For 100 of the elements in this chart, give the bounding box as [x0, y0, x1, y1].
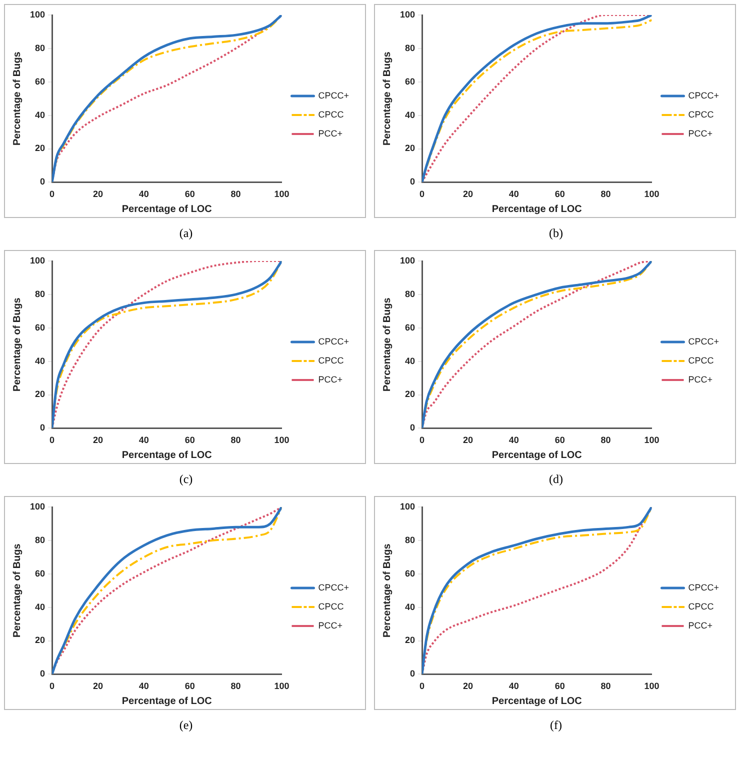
y-tick-label: 80: [35, 42, 46, 53]
x-tick-label: 40: [138, 189, 149, 200]
line-series: [52, 507, 282, 674]
y-tick-label: 40: [35, 356, 46, 366]
y-tick-label: 40: [405, 110, 416, 120]
y-tick-label: 80: [35, 288, 46, 299]
y-axis-title: Percentage of Bugs: [12, 543, 23, 638]
y-tick-label: 0: [40, 422, 46, 433]
x-axis-title: Percentage of LOC: [492, 450, 582, 461]
y-tick-label: 40: [35, 110, 46, 120]
y-tick-label: 60: [405, 568, 416, 578]
y-tick-label: 60: [405, 322, 416, 332]
legend-label: CPCC: [318, 355, 344, 366]
y-axis-title: Percentage of Bugs: [382, 51, 393, 146]
legend-label: CPCC: [318, 601, 344, 612]
y-tick-label: 80: [35, 534, 46, 545]
x-tick-label: 60: [554, 189, 565, 200]
y-tick-label: 40: [405, 356, 416, 366]
x-tick-label: 40: [508, 681, 519, 692]
legend-label: CPCC+: [688, 336, 720, 346]
y-tick-label: 20: [35, 143, 46, 154]
y-tick-label: 60: [35, 76, 46, 86]
y-tick-label: 20: [405, 635, 416, 646]
text: (e): [178, 717, 194, 734]
text: (d): [548, 471, 564, 488]
x-tick-label: 0: [420, 681, 425, 692]
x-tick-label: 80: [600, 435, 611, 446]
legend-label: PCC+: [318, 128, 343, 138]
text: (c): [178, 471, 194, 488]
legend-label: CPCC+: [318, 582, 350, 592]
y-tick-label: 60: [35, 322, 46, 332]
y-tick-label: 100: [400, 501, 416, 512]
x-tick-label: 40: [138, 681, 149, 692]
line-series: [52, 261, 282, 428]
text: (b): [548, 225, 564, 242]
x-tick-label: 80: [600, 681, 611, 692]
x-tick-label: 0: [50, 681, 55, 692]
x-tick-label: 20: [462, 189, 473, 200]
y-tick-label: 20: [405, 143, 416, 154]
y-tick-label: 60: [405, 76, 416, 86]
x-tick-label: 100: [274, 681, 290, 692]
legend-label: PCC+: [318, 620, 343, 630]
x-tick-label: 100: [274, 435, 290, 446]
x-tick-label: 0: [420, 189, 425, 200]
legend-label: CPCC+: [688, 90, 720, 100]
y-tick-label: 0: [410, 668, 416, 679]
y-tick-label: 0: [40, 668, 46, 679]
y-axis-title: Percentage of Bugs: [12, 297, 23, 392]
y-tick-label: 100: [30, 9, 46, 20]
x-tick-label: 60: [184, 435, 195, 446]
legend-label: PCC+: [688, 128, 713, 138]
y-tick-label: 100: [30, 501, 46, 512]
text: (a): [178, 225, 194, 242]
x-axis-title: Percentage of LOC: [122, 696, 212, 707]
legend-label: PCC+: [318, 374, 343, 384]
y-tick-label: 100: [400, 255, 416, 266]
legend-label: CPCC: [688, 355, 714, 366]
x-tick-label: 100: [644, 189, 660, 200]
x-tick-label: 0: [50, 435, 55, 446]
x-tick-label: 0: [50, 189, 55, 200]
x-tick-label: 60: [184, 681, 195, 692]
y-tick-label: 100: [30, 255, 46, 266]
y-tick-label: 0: [410, 176, 416, 187]
legend-label: CPCC+: [318, 90, 350, 100]
x-tick-label: 80: [230, 681, 241, 692]
line-series: [52, 15, 282, 182]
y-tick-label: 20: [35, 389, 46, 400]
x-tick-label: 20: [92, 681, 103, 692]
y-axis-title: Percentage of Bugs: [12, 51, 23, 146]
x-tick-label: 40: [138, 435, 149, 446]
x-tick-label: 20: [462, 435, 473, 446]
y-tick-label: 100: [400, 9, 416, 20]
y-axis-title: Percentage of Bugs: [382, 543, 393, 638]
line-series: [422, 507, 652, 674]
x-tick-label: 60: [184, 189, 195, 200]
legend-label: PCC+: [688, 374, 713, 384]
legend-label: CPCC+: [318, 336, 350, 346]
x-tick-label: 100: [644, 681, 660, 692]
x-tick-label: 80: [600, 189, 611, 200]
line-series: [422, 261, 652, 428]
y-tick-label: 20: [405, 389, 416, 400]
y-tick-label: 60: [35, 568, 46, 578]
y-tick-label: 0: [410, 422, 416, 433]
x-axis-title: Percentage of LOC: [122, 450, 212, 461]
y-axis-title: Percentage of Bugs: [382, 297, 393, 392]
legend-label: CPCC+: [688, 582, 720, 592]
legend-label: CPCC: [318, 109, 344, 120]
x-tick-label: 20: [462, 681, 473, 692]
x-tick-label: 0: [420, 435, 425, 446]
x-tick-label: 100: [274, 189, 290, 200]
y-tick-label: 40: [35, 602, 46, 612]
text: (f): [549, 717, 563, 734]
y-tick-label: 40: [405, 602, 416, 612]
x-tick-label: 80: [230, 189, 241, 200]
legend-label: CPCC: [688, 109, 714, 120]
x-tick-label: 60: [554, 681, 565, 692]
x-tick-label: 60: [554, 435, 565, 446]
y-tick-label: 0: [40, 176, 46, 187]
x-tick-label: 40: [508, 189, 519, 200]
y-tick-label: 80: [405, 534, 416, 545]
